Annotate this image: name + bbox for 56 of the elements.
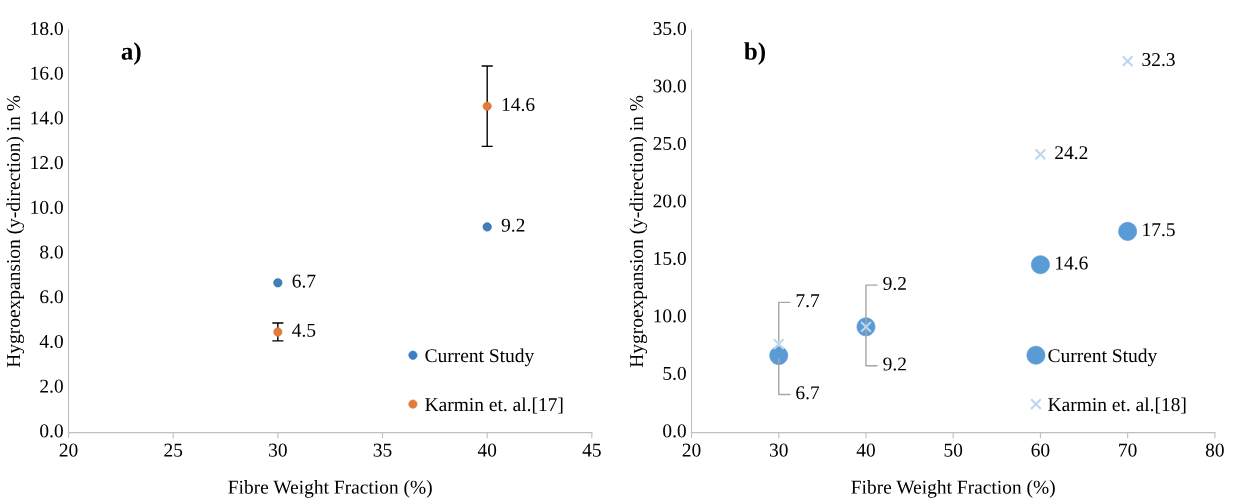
text: a) bbox=[121, 42, 141, 65]
x-tick-label: 20 bbox=[682, 443, 701, 457]
y-tick-label: 20.0 bbox=[653, 194, 686, 208]
y-tick-label: 25.0 bbox=[653, 136, 686, 151]
x-axis-title: Fibre Weight Fraction (%) bbox=[228, 480, 432, 498]
point bbox=[772, 338, 785, 350]
text: b) bbox=[744, 42, 765, 65]
x-tick-label: 40 bbox=[856, 443, 875, 457]
y-tick-label: 35.0 bbox=[653, 21, 686, 36]
point bbox=[1121, 55, 1134, 68]
y-tick-label: 14.0 bbox=[31, 111, 63, 125]
legend-label: Karmin et. al.[17] bbox=[425, 397, 563, 414]
y-tick-label: 5.0 bbox=[663, 366, 686, 381]
x-tick-label: 30 bbox=[269, 443, 287, 457]
legend-label: Karmin et. al.[18] bbox=[1048, 397, 1186, 414]
x-tick-label: 30 bbox=[769, 443, 788, 457]
x-tick-label: 80 bbox=[1205, 443, 1224, 457]
x-tick-label: 40 bbox=[477, 443, 497, 457]
y-tick-label: 2.0 bbox=[40, 379, 63, 393]
data-label: 9.2 bbox=[883, 276, 906, 291]
y-tick-label: 16.0 bbox=[31, 66, 63, 80]
y-tick-label: 10.0 bbox=[31, 200, 63, 214]
data-label: 4.5 bbox=[292, 323, 316, 337]
y-tick-label: 8.0 bbox=[40, 245, 63, 259]
x-tick-label: 25 bbox=[164, 443, 183, 457]
legend-label: Current Study bbox=[1048, 348, 1158, 367]
data-label: 17.5 bbox=[1143, 223, 1175, 237]
x-tick-label: 70 bbox=[1119, 443, 1137, 457]
y-tick-label: 0.0 bbox=[663, 424, 686, 438]
y-tick-label: 6.0 bbox=[40, 290, 63, 304]
data-label: 7.7 bbox=[796, 294, 820, 308]
y-axis-title: Hygroexpansion (y-direction) in % bbox=[629, 95, 648, 368]
data-label: 6.7 bbox=[796, 386, 820, 400]
x-tick-label: 45 bbox=[582, 443, 601, 457]
x-tick-label: 50 bbox=[944, 443, 963, 457]
x-tick-label: 60 bbox=[1031, 443, 1050, 457]
y-tick-label: 0.0 bbox=[40, 424, 63, 438]
data-label: 32.3 bbox=[1142, 53, 1175, 67]
legend-label: Current Study bbox=[425, 348, 535, 367]
y-tick-label: 12.0 bbox=[31, 156, 63, 170]
data-label: 14.6 bbox=[502, 97, 535, 112]
y-tick-label: 10.0 bbox=[654, 309, 686, 323]
data-label: 9.2 bbox=[883, 357, 906, 371]
x-tick-label: 20 bbox=[59, 443, 78, 457]
y-tick-label: 30.0 bbox=[653, 79, 686, 93]
point bbox=[1034, 148, 1047, 161]
y-tick-label: 18.0 bbox=[31, 21, 63, 36]
data-label: 9.2 bbox=[501, 218, 525, 232]
data-label: 6.7 bbox=[292, 274, 316, 288]
x-tick-label: 35 bbox=[373, 443, 392, 457]
data-label: 14.6 bbox=[1056, 256, 1088, 270]
x-axis-title: Fibre Weight Fraction (%) bbox=[851, 480, 1055, 498]
y-axis-title: Hygroexpansion (y-direction) in % bbox=[6, 95, 25, 368]
y-tick-label: 15.0 bbox=[654, 251, 686, 266]
data-label: 24.2 bbox=[1055, 146, 1088, 160]
y-tick-label: 4.0 bbox=[39, 334, 63, 349]
